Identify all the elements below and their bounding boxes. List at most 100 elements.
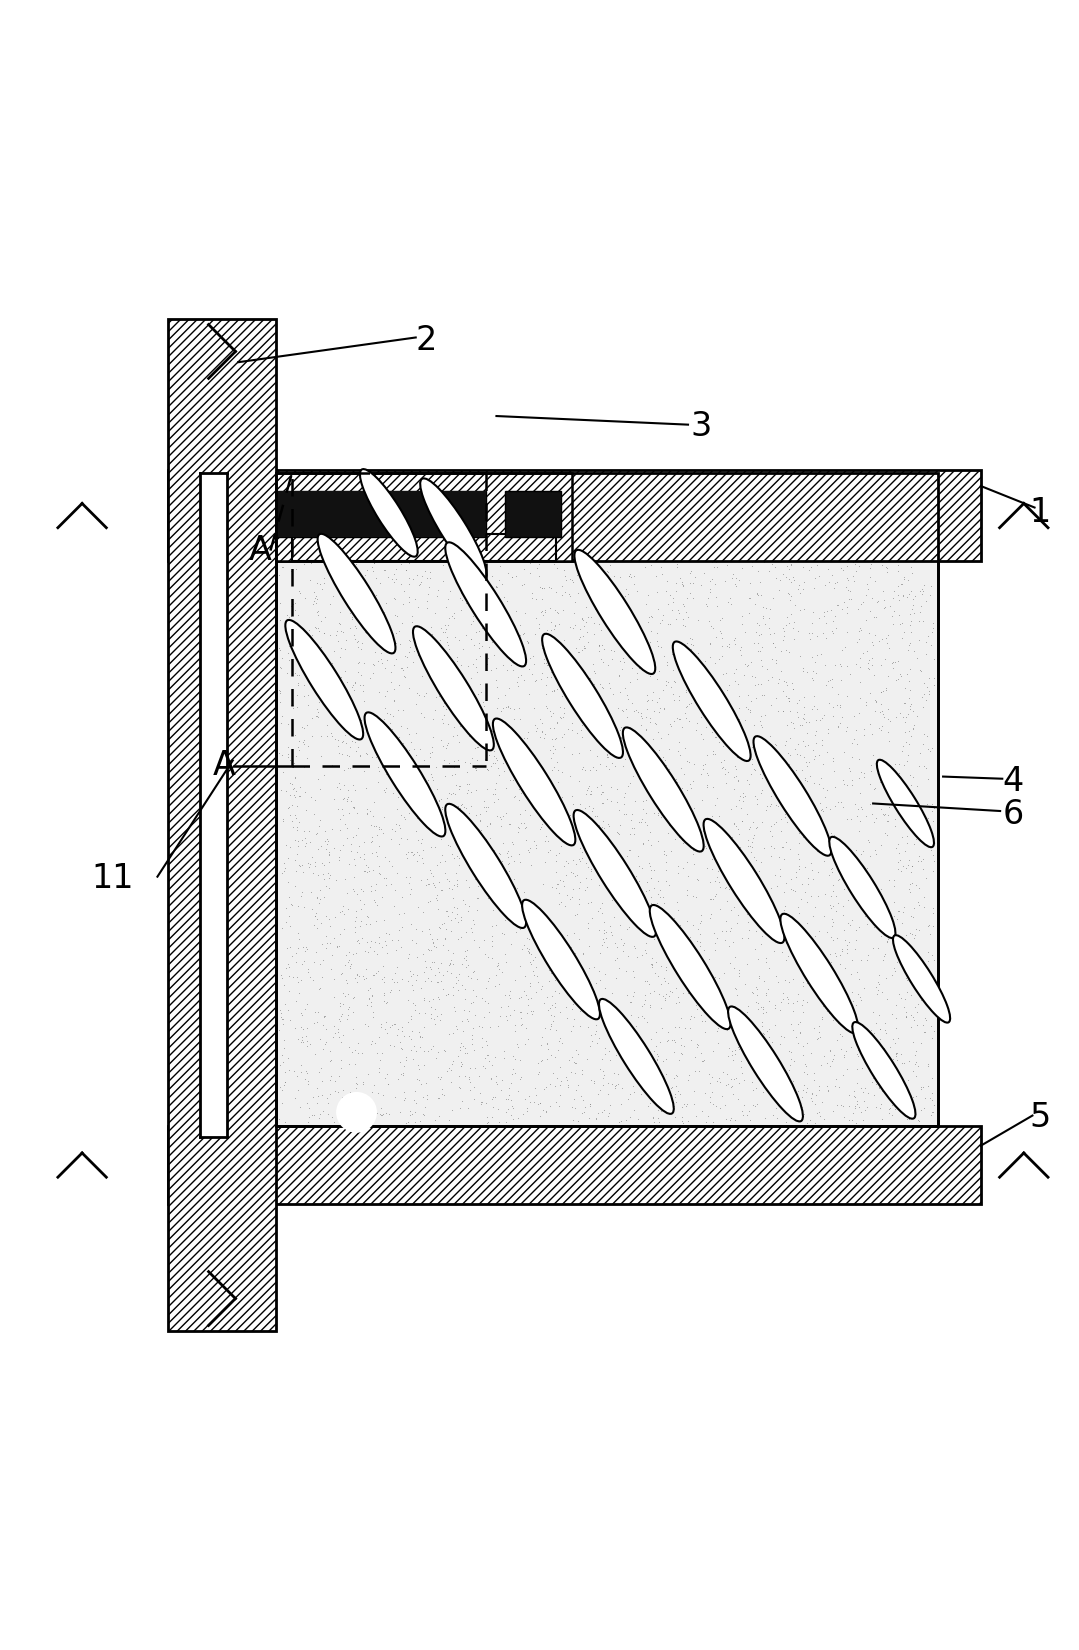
Point (614, 937, 631, 964)
Point (478, 657, 495, 683)
Point (907, 1082, 925, 1109)
Point (721, 530, 738, 556)
Point (558, 523, 575, 549)
Point (899, 830, 916, 856)
Point (800, 952, 817, 978)
Point (277, 955, 295, 982)
Point (699, 774, 716, 800)
Point (483, 1104, 501, 1130)
Point (495, 617, 513, 644)
Point (341, 955, 358, 982)
Point (607, 1071, 625, 1097)
Point (643, 653, 660, 680)
Point (750, 736, 767, 762)
Point (641, 742, 658, 769)
Point (601, 1038, 618, 1064)
Point (866, 688, 884, 714)
Point (868, 974, 885, 1000)
Point (498, 840, 516, 866)
Point (506, 866, 523, 893)
Point (300, 493, 317, 520)
Point (593, 673, 611, 700)
Point (686, 516, 704, 543)
Point (449, 894, 466, 921)
Point (585, 465, 602, 492)
Point (909, 645, 926, 672)
Point (604, 680, 622, 706)
Point (450, 696, 467, 723)
Point (887, 1040, 904, 1066)
Point (596, 1063, 613, 1089)
Point (333, 681, 351, 708)
Point (841, 754, 858, 780)
Point (365, 660, 382, 686)
Point (550, 891, 568, 917)
Point (860, 467, 877, 493)
Point (391, 724, 408, 751)
Point (748, 507, 765, 533)
Point (651, 914, 668, 940)
Point (457, 942, 475, 969)
Point (515, 1101, 532, 1127)
Point (421, 954, 438, 980)
Point (509, 1106, 527, 1132)
Point (805, 929, 822, 955)
Point (274, 805, 291, 832)
Point (639, 538, 656, 564)
Point (783, 965, 801, 992)
Point (282, 619, 299, 645)
Point (278, 602, 296, 629)
Point (694, 1048, 711, 1074)
Point (586, 535, 603, 561)
Point (613, 607, 630, 634)
Point (484, 1094, 502, 1120)
Point (645, 978, 663, 1005)
Point (648, 579, 666, 606)
Point (332, 1046, 350, 1072)
Point (720, 1043, 737, 1069)
Point (886, 1030, 903, 1056)
Point (730, 706, 748, 733)
Point (554, 495, 571, 521)
Point (924, 1087, 941, 1114)
Point (528, 718, 545, 744)
Point (689, 487, 707, 513)
Point (716, 874, 734, 901)
Point (779, 917, 796, 944)
Point (719, 851, 736, 878)
Point (465, 526, 482, 553)
Point (297, 525, 314, 551)
Point (426, 962, 443, 988)
Point (876, 1016, 893, 1043)
Point (568, 719, 585, 746)
Point (370, 860, 387, 886)
Point (636, 982, 653, 1008)
Point (300, 733, 317, 759)
Point (462, 990, 479, 1016)
Point (302, 879, 319, 906)
Point (767, 650, 784, 676)
Point (494, 830, 511, 856)
Point (520, 483, 537, 510)
Point (361, 911, 379, 937)
Point (682, 1003, 699, 1030)
Point (420, 774, 437, 800)
Point (453, 564, 470, 591)
Point (748, 815, 765, 842)
Point (377, 990, 394, 1016)
Point (911, 957, 928, 983)
Point (482, 876, 500, 903)
Point (814, 1005, 831, 1031)
Point (337, 658, 354, 685)
Point (384, 1011, 401, 1038)
Point (907, 825, 925, 851)
Point (497, 1002, 515, 1028)
Point (490, 587, 507, 614)
Point (874, 553, 891, 579)
Point (574, 607, 591, 634)
Point (501, 518, 518, 544)
Point (420, 871, 437, 898)
Point (729, 767, 747, 794)
Point (714, 467, 732, 493)
Point (415, 987, 433, 1013)
